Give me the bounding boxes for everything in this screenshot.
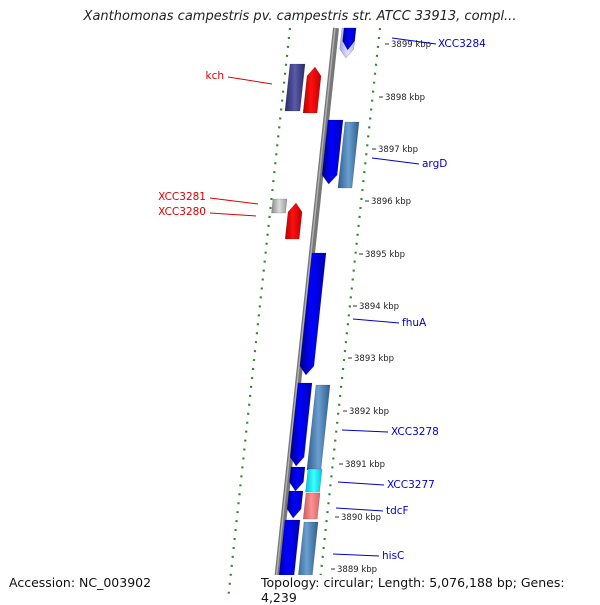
tick-5: 3894 kbp — [353, 302, 399, 312]
tick-label: 3899 kbp — [391, 40, 431, 50]
tick-label: 3897 kbp — [378, 145, 418, 155]
gene-block-XCC3277-inner[interactable] — [289, 466, 306, 492]
gene-block-top[interactable] — [342, 27, 357, 51]
tick-label: 3892 kbp — [349, 407, 389, 417]
leader-line — [352, 318, 400, 324]
gene-block-argD-inner[interactable] — [321, 119, 344, 185]
gc-skew-track-inner — [226, 27, 292, 600]
gene-name: XCC3284 — [438, 38, 486, 50]
gene-name: tdcF — [386, 505, 409, 517]
tick-label: 3889 kbp — [337, 565, 377, 575]
gene-block-tdcF[interactable] — [302, 492, 321, 520]
tick-1: 3898 kbp — [379, 93, 425, 103]
gene-block-XCC3277[interactable] — [305, 468, 323, 493]
leader-line — [209, 212, 257, 217]
gene-name: XCC3280 — [158, 206, 206, 218]
gene-name: kch — [205, 70, 224, 82]
gene-block-XCC3278-inner[interactable] — [289, 382, 313, 467]
gene-label-XCC3284[interactable]: XCC3284 — [391, 37, 486, 50]
gene-block-XCC3280[interactable] — [284, 202, 303, 240]
tick-8: 3891 kbp — [339, 460, 385, 470]
tick-9: 3890 kbp — [335, 513, 381, 523]
gene-name: XCC3277 — [387, 479, 435, 491]
tick-7: 3892 kbp — [343, 407, 389, 417]
gene-label-fhuA[interactable]: fhuA — [352, 317, 427, 329]
leader-line — [371, 157, 420, 165]
leader-line — [337, 481, 385, 486]
gene-name: XCC3278 — [391, 426, 439, 438]
gene-label-kch[interactable]: kch — [205, 70, 273, 85]
tick-label: 3893 kbp — [354, 354, 394, 364]
leader-line — [391, 37, 437, 45]
gene-label-tdcF[interactable]: tdcF — [335, 505, 409, 517]
tick-label: 3890 kbp — [341, 513, 381, 523]
tick-label: 3895 kbp — [365, 250, 405, 260]
gene-name: argD — [422, 158, 447, 170]
tick-label: 3891 kbp — [345, 460, 385, 470]
gene-block-tdcF-inner[interactable] — [286, 490, 304, 519]
tick-6: 3893 kbp — [348, 354, 394, 364]
accession-label: Accession: NC_003902 — [7, 575, 154, 590]
tick-0: 3899 kbp — [385, 40, 431, 50]
tick-2: 3897 kbp — [372, 145, 418, 155]
gene-label-XCC3281[interactable]: XCC3281 — [158, 191, 259, 205]
tick-marks: 3899 kbp 3898 kbp 3897 kbp 3896 kbp 3895 kbp… — [331, 40, 431, 575]
map-title: Xanthomonas campestris pv. campestris st… — [83, 9, 517, 24]
genome-backbone-highlight — [273, 27, 336, 600]
gene-block-argD[interactable] — [337, 121, 360, 189]
gene-label-argD[interactable]: argD — [371, 157, 447, 170]
genome-summary: Topology: circular; Length: 5,076,188 bp… — [259, 575, 600, 605]
gene-label-XCC3278[interactable]: XCC3278 — [341, 426, 439, 438]
leader-line — [335, 507, 384, 512]
gene-block-kch[interactable] — [302, 66, 322, 114]
gene-labels: XCC3284 kch argD XCC3281 XCC3280 fhuA XCC3278 X… — [158, 37, 486, 562]
tick-10: 3889 kbp — [331, 565, 377, 575]
leader-line — [341, 429, 389, 433]
tick-label: 3896 kbp — [371, 197, 411, 207]
leader-line — [227, 76, 273, 85]
gene-name: fhuA — [402, 317, 427, 329]
gene-block-kch-partner[interactable] — [284, 63, 306, 112]
gene-name: XCC3281 — [158, 191, 206, 203]
gene-label-XCC3280[interactable]: XCC3280 — [158, 206, 257, 218]
gene-label-hisC[interactable]: hisC — [332, 550, 404, 562]
tick-3: 3896 kbp — [365, 197, 411, 207]
tick-4: 3895 kbp — [359, 250, 405, 260]
gene-label-XCC3277[interactable]: XCC3277 — [337, 479, 435, 491]
tick-label: 3898 kbp — [385, 93, 425, 103]
leader-line — [209, 197, 259, 205]
leader-line — [332, 553, 380, 557]
gene-name: hisC — [382, 550, 404, 562]
gene-block-fhuA[interactable] — [299, 252, 327, 376]
gene-block-XCC3281[interactable] — [271, 198, 288, 214]
tick-label: 3894 kbp — [359, 302, 399, 312]
